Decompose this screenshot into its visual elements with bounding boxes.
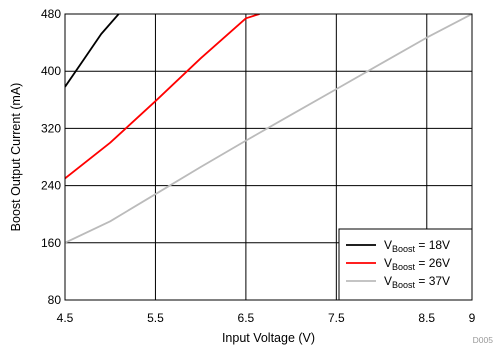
plot-frame [64, 13, 473, 301]
y-tick-label: 480 [41, 7, 61, 21]
x-tick-label: 7.5 [328, 311, 345, 325]
y-tick-label: 240 [41, 179, 61, 193]
x-tick-labels: 4.5 5.5 6.5 7.5 8.5 9 [57, 311, 476, 325]
x-tick-label: 5.5 [147, 311, 164, 325]
y-axis-label: Boost Output Current (mA) [9, 83, 23, 232]
legend-entry-label: VBoost = 26V [384, 256, 450, 272]
x-tick-label: 9 [469, 311, 476, 325]
y-tick-label: 320 [41, 121, 61, 135]
x-tick-label: 4.5 [57, 311, 74, 325]
legend: VBoost = 18V VBoost = 26V VBoost = 37V [338, 228, 473, 301]
series-line-3 [65, 14, 472, 244]
series-line-2 [65, 14, 260, 180]
figure-code: D005 [473, 335, 494, 345]
y-tick-label: 400 [41, 64, 61, 78]
x-tick-label: 6.5 [238, 311, 255, 325]
series-line-1 [65, 14, 120, 88]
y-tick-labels: 80 160 240 320 400 480 [41, 7, 61, 307]
y-tick-label: 80 [48, 293, 62, 307]
legend-box [338, 228, 473, 301]
x-tick-label: 8.5 [418, 311, 435, 325]
legend-entry-label: VBoost = 18V [384, 238, 450, 254]
series-lines [65, 14, 472, 244]
x-axis-label: Input Voltage (V) [222, 331, 315, 345]
legend-entry-label: VBoost = 37V [384, 274, 450, 290]
y-tick-label: 160 [41, 236, 61, 250]
